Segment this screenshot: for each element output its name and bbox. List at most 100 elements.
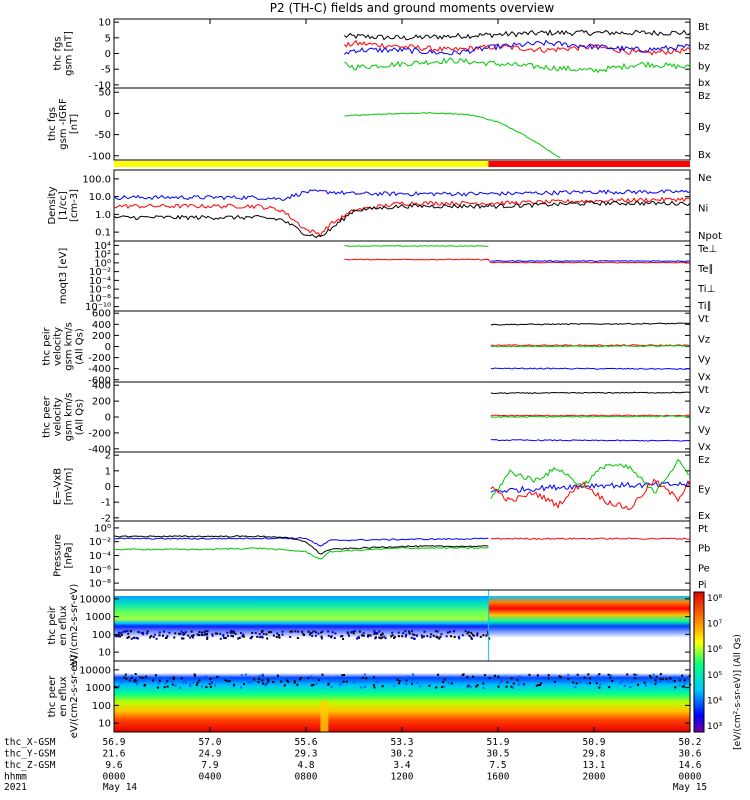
heatmap-cell [307,676,310,679]
series-line-Vt [490,322,691,326]
series-line-Ez [490,478,691,510]
heatmap-cell [331,677,334,680]
heatmap-cell [357,635,360,638]
legend-entry: Ey [698,485,710,496]
heatmap-cell [609,674,612,677]
heatmap-cell [439,635,442,638]
heatmap-cell [342,637,345,640]
heatmap-cell [291,630,294,633]
heatmap-cell [482,634,485,637]
y-tick-label: 400 [92,320,111,331]
heatmap-cell [125,677,128,680]
panel-10: 10000 1000 100 10 thc peer en eflux eV/(cm2-s-… [47,655,692,738]
heatmap-cell [327,630,330,633]
heatmap-cell [309,632,312,635]
x-row-value: 56.9 [103,737,126,748]
heatmap-cell [191,634,194,637]
heatmap-cell [650,676,653,679]
heatmap-cell [369,634,372,637]
heatmap-cell [281,633,284,636]
heatmap-cell [201,633,204,636]
heatmap-cell [232,685,235,688]
heatmap-cell [579,681,582,684]
heatmap-cell [443,678,446,681]
heatmap-cell [120,633,123,636]
heatmap-cell [482,682,485,685]
heatmap-cell [150,635,153,638]
heatmap-cell [312,683,315,686]
y-tick-label: 10 [98,648,111,659]
heatmap-cell [145,675,148,678]
legend-entry: Vt [698,314,709,325]
heatmap-cell [655,681,658,684]
heatmap-cell [627,677,630,680]
heatmap-cell [656,680,659,683]
heatmap-cell [330,636,333,639]
heatmap-cell [231,635,234,638]
heatmap-cell [667,681,670,684]
heatmap-cell [283,680,286,683]
heatmap-cell [453,635,456,638]
heatmap-cell [365,677,368,680]
heatmap-cell [191,681,194,684]
colorbar-tick-label: 10⁴ [707,696,722,706]
series-line-bz [344,39,691,56]
y-tick-label: -2 [101,513,111,524]
y-tick-label: 10 [98,18,111,29]
heatmap-cell [643,681,646,684]
heatmap-cell [482,686,485,689]
series-line-Pi [114,536,489,547]
heatmap-cell [412,673,415,676]
heatmap-cell [655,675,658,678]
y-tick-label: 50 [98,88,111,99]
heatmap-cell [346,631,349,634]
y-axis-label: gsm km/s [64,393,75,442]
mode-bar-red [488,161,690,167]
heatmap-cell [211,633,214,636]
heatmap-cell [250,637,253,640]
series-line-Vy [490,344,691,348]
heatmap-cell [214,632,217,635]
heatmap-cell [563,676,566,679]
heatmap-cell [226,631,229,634]
heatmap-cell [341,635,344,638]
heatmap-cell [231,630,234,633]
heatmap-cell [261,673,264,676]
heatmap-cell [182,681,185,684]
legend-entry: Vz [698,334,710,345]
y-tick-label: 10000 [79,665,111,676]
heatmap-cell [267,678,270,681]
heatmap-cell [506,681,509,684]
heatmap-cell [127,678,130,681]
heatmap-cell [407,630,410,633]
y-axis-label: thc peer [42,395,53,438]
heatmap-cell [583,676,586,679]
heatmap-cell [155,637,158,640]
heatmap-cell [191,636,194,639]
heatmap-cell [373,630,376,633]
y-tick-label: 1.0 [95,210,111,221]
heatmap-cell [120,681,123,684]
heatmap-cell [588,682,591,685]
heatmap-cell [348,634,351,637]
heatmap-cell [587,673,590,676]
y-tick-label: 10.0 [89,192,111,203]
heatmap-cell [142,631,145,634]
colorbar-tick-label: 10⁸ [707,594,722,604]
heatmap-cell [251,635,254,638]
series-line-Vz [490,414,691,417]
heatmap-cell [270,631,273,634]
legend-entry: Vx [698,372,711,383]
heatmap-cell [402,632,405,635]
heatmap-cell [198,634,201,637]
heatmap-cell [200,676,203,679]
heatmap-cell [405,677,408,680]
heatmap-cell [602,675,605,678]
legend-entry: by [698,61,710,72]
heatmap-cell [265,633,268,636]
heatmap-cell [198,679,201,682]
heatmap-cell [443,685,446,688]
heatmap-cell [168,631,171,634]
heatmap-cell [413,675,416,678]
